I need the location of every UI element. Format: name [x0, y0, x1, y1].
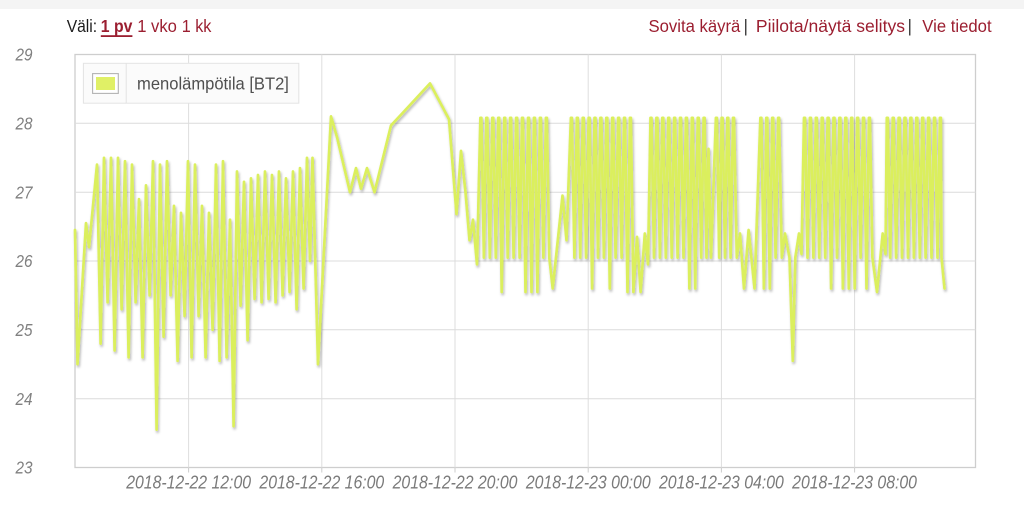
svg-text:Väli:: Väli:: [67, 16, 97, 36]
svg-text:1 vko: 1 vko: [137, 16, 177, 36]
svg-text:26: 26: [15, 251, 34, 271]
svg-text:2018-12-23 08:00: 2018-12-23 08:00: [791, 471, 917, 492]
svg-text:Piilota/näytä selitys: Piilota/näytä selitys: [756, 16, 905, 36]
svg-text:|: |: [744, 16, 748, 36]
svg-text:menolämpötila [BT2]: menolämpötila [BT2]: [137, 74, 289, 94]
svg-text:28: 28: [15, 113, 34, 133]
svg-text:2018-12-23 00:00: 2018-12-23 00:00: [525, 471, 651, 492]
svg-text:23: 23: [15, 458, 34, 478]
svg-text:Vie tiedot: Vie tiedot: [922, 16, 992, 36]
svg-text:25: 25: [15, 320, 34, 340]
svg-text:2018-12-23 04:00: 2018-12-23 04:00: [658, 471, 784, 492]
svg-text:2018-12-22 20:00: 2018-12-22 20:00: [392, 471, 518, 492]
svg-text:27: 27: [15, 182, 34, 202]
svg-text:24: 24: [15, 389, 33, 409]
svg-text:|: |: [908, 16, 912, 36]
svg-text:29: 29: [15, 45, 33, 65]
svg-text:1 pv: 1 pv: [101, 16, 133, 36]
svg-text:Sovita käyrä: Sovita käyrä: [649, 16, 741, 36]
svg-text:1 kk: 1 kk: [182, 16, 212, 36]
svg-text:2018-12-22 12:00: 2018-12-22 12:00: [125, 471, 251, 492]
svg-text:2018-12-22 16:00: 2018-12-22 16:00: [258, 471, 384, 492]
